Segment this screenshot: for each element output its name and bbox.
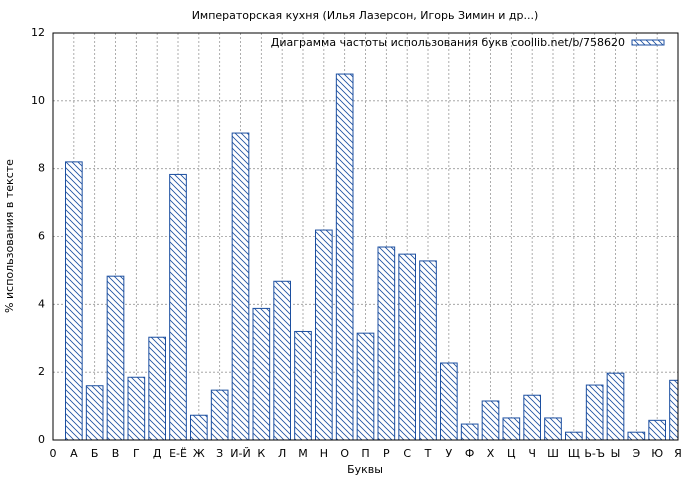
bar [231, 132, 250, 440]
bar [377, 246, 396, 440]
bar [502, 417, 521, 440]
bars [65, 73, 678, 440]
x-tick-label: Ь-Ъ [584, 447, 605, 460]
bar [356, 332, 375, 440]
x-tick-label: О [340, 447, 349, 460]
bar [85, 385, 104, 440]
bar [148, 336, 166, 440]
y-tick-label: 12 [31, 26, 45, 39]
x-tick-label: Д [153, 447, 162, 460]
bar [669, 379, 678, 440]
bar [460, 423, 479, 440]
x-tick-label: Б [91, 447, 99, 460]
x-tick-label: Ж [193, 447, 205, 460]
y-tick-label: 10 [31, 94, 45, 107]
x-axis-label: Буквы [347, 463, 383, 476]
x-tick-label: Ф [465, 447, 474, 460]
x-tick-label: У [445, 447, 452, 460]
x-tick-label: Н [320, 447, 328, 460]
bar [335, 73, 354, 440]
legend-label: Диаграмма частоты использования букв coo… [271, 36, 625, 49]
bar [585, 384, 604, 440]
x-tick-label: С [403, 447, 411, 460]
y-axis-label: % использования в тексте [3, 159, 16, 313]
x-tick-label: 0 [50, 447, 57, 460]
bar [606, 372, 625, 440]
x-tick-label: З [216, 447, 223, 460]
bar [190, 414, 208, 440]
bar [523, 394, 541, 440]
x-tick-label: Ш [547, 447, 559, 460]
x-tick-label: А [70, 447, 78, 460]
bar [481, 400, 500, 440]
x-tick-label: В [112, 447, 120, 460]
chart-title: Императорская кухня (Илья Лазерсон, Игор… [192, 9, 539, 22]
x-tick-label: Л [278, 447, 286, 460]
x-tick-label: Ц [507, 447, 516, 460]
bar [127, 376, 146, 440]
bar [627, 431, 646, 440]
bar [440, 362, 458, 440]
bar [544, 417, 562, 440]
x-tick-label: Ю [651, 447, 663, 460]
x-tick-label: К [257, 447, 265, 460]
x-tick-label: Я [674, 447, 682, 460]
x-tick-label: Р [383, 447, 390, 460]
bar [315, 229, 333, 440]
bar [565, 431, 583, 440]
bar [210, 389, 229, 440]
x-tick-label: П [361, 447, 369, 460]
bar [65, 161, 83, 440]
x-tick-label: Ч [528, 447, 536, 460]
bar [106, 275, 125, 440]
bar [419, 260, 437, 440]
x-tick-label: Т [424, 447, 432, 460]
bar [398, 253, 417, 440]
x-tick-label: М [298, 447, 308, 460]
bar [648, 419, 666, 440]
x-tick-label: Э [632, 447, 640, 460]
bar [273, 280, 292, 440]
plot-frame [52, 32, 679, 441]
x-tick-label: Е-Ё [169, 447, 187, 460]
x-tick-label: Г [133, 447, 140, 460]
y-tick-label: 0 [38, 433, 45, 446]
x-tick-label: Щ [568, 447, 580, 460]
bar [252, 307, 271, 440]
y-tick-label: 4 [38, 297, 45, 310]
legend-swatch [631, 39, 665, 46]
x-tick-label: Х [487, 447, 495, 460]
bar [294, 330, 312, 440]
x-tick-label: И-Й [230, 447, 250, 460]
y-tick-label: 8 [38, 162, 45, 175]
bar [169, 173, 187, 440]
y-tick-label: 2 [38, 365, 45, 378]
x-tick-label: Ы [611, 447, 621, 460]
y-tick-label: 6 [38, 230, 45, 243]
